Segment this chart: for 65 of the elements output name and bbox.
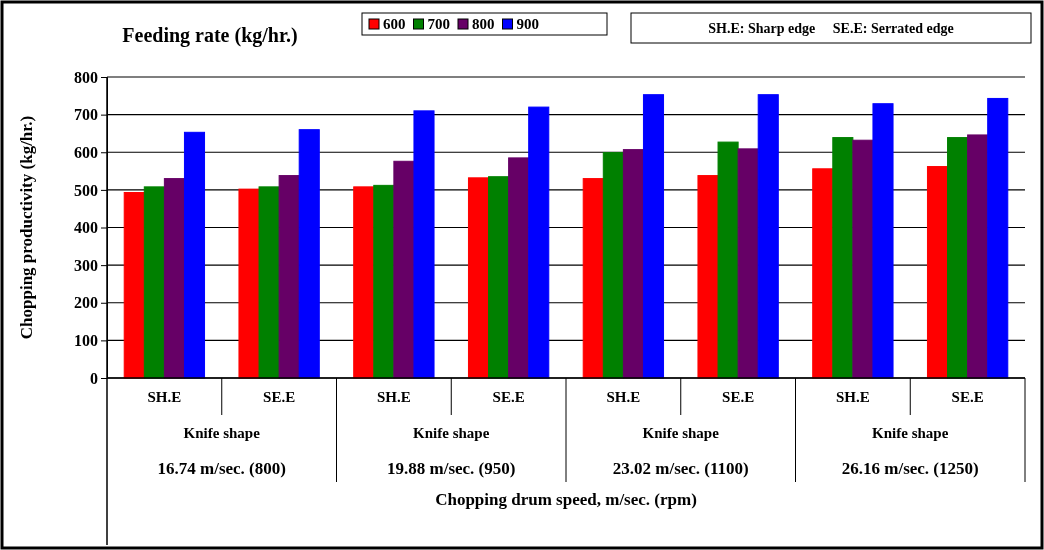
- bar: [508, 157, 530, 379]
- y-tick-label: 200: [74, 294, 98, 312]
- y-tick-label: 800: [74, 68, 98, 86]
- bar: [832, 137, 854, 379]
- text: Knife shape: [642, 425, 720, 441]
- bar: [717, 141, 739, 379]
- text: Knife shape: [413, 425, 490, 441]
- y-tick-label: 500: [74, 181, 98, 199]
- y-tick-label: 700: [74, 106, 98, 124]
- bar: [123, 192, 145, 379]
- bar: [278, 175, 300, 379]
- bar: [737, 148, 759, 379]
- legend-label: 800: [472, 16, 495, 32]
- bar: [393, 160, 415, 379]
- y-axis-title: Chopping productivity (kg/hr.): [17, 115, 36, 340]
- x-tick-label: SE.E: [951, 389, 984, 405]
- text: 23.02 m/sec. (1100): [612, 459, 749, 478]
- y-tick-label: 300: [74, 256, 98, 274]
- x-tick-label: SE.E: [722, 389, 755, 405]
- text: Knife shape: [872, 425, 949, 441]
- bar: [987, 97, 1009, 379]
- bar: [528, 106, 550, 379]
- bar: [413, 110, 435, 379]
- bar: [926, 166, 949, 379]
- legend-label: 700: [427, 16, 450, 32]
- bar: [353, 186, 375, 379]
- bar: [143, 186, 165, 379]
- x-tick-label: SE.E: [263, 389, 296, 405]
- x-tick-label: SE.E: [492, 389, 525, 405]
- legend-title: Feeding rate (kg/hr.): [122, 24, 298, 47]
- x-tick-label: SH.E: [835, 389, 870, 405]
- bar: [467, 177, 490, 379]
- x-tick-label: SH.E: [606, 389, 641, 405]
- y-tick-label: 100: [74, 331, 98, 349]
- text: Knife shape: [183, 425, 261, 441]
- bar: [183, 131, 206, 379]
- bar: [488, 176, 510, 379]
- x-tick-label: SH.E: [376, 389, 411, 405]
- bar: [757, 94, 779, 379]
- y-tick-label: 600: [74, 143, 98, 161]
- text: SH.E: Sharp edge SE.E: Serrated edge: [708, 21, 954, 36]
- bar: [238, 188, 260, 379]
- y-tick-label: 400: [74, 219, 98, 237]
- text: 16.74 m/sec. (800): [157, 459, 286, 478]
- bar: [697, 175, 719, 379]
- bar: [163, 178, 185, 379]
- y-tick-label: 0: [90, 369, 98, 387]
- bar: [967, 134, 989, 379]
- bar: [642, 94, 665, 379]
- bar: [812, 168, 834, 379]
- bar: [258, 186, 280, 379]
- bar: [373, 184, 395, 379]
- bar: [947, 137, 969, 379]
- bar: [622, 149, 644, 379]
- bar: [602, 152, 624, 379]
- bar: [872, 103, 894, 379]
- legend-label: 900: [516, 16, 539, 32]
- bar: [852, 139, 874, 379]
- bar: [582, 178, 604, 379]
- bar: [298, 129, 320, 379]
- text: 26.16 m/sec. (1250): [841, 459, 979, 478]
- legend-label: 600: [383, 16, 406, 32]
- text: 19.88 m/sec. (950): [387, 459, 516, 478]
- x-tick-label: SH.E: [147, 389, 182, 405]
- x-axis-title: Chopping drum speed, m/sec. (rpm): [435, 490, 697, 509]
